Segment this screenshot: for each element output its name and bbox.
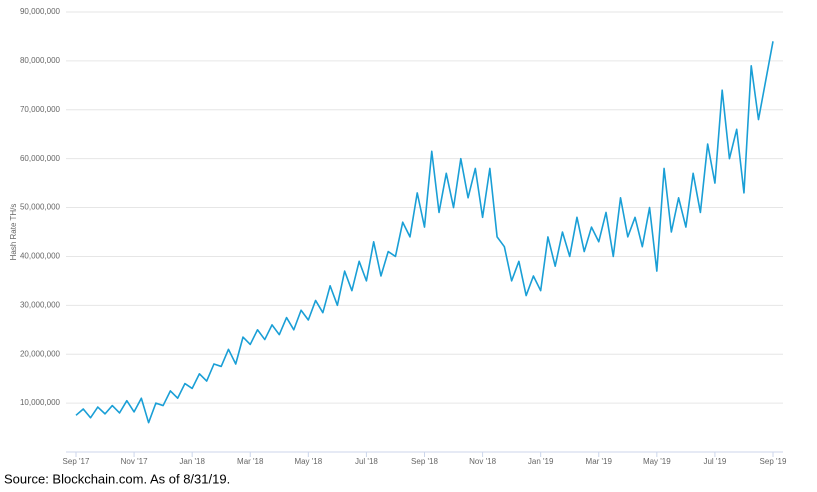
- y-tick-label: 30,000,000: [20, 300, 61, 309]
- x-tick-label: Jul '19: [703, 457, 726, 466]
- x-tick-label: Nov '17: [121, 457, 148, 466]
- x-tick-label: May '18: [294, 457, 322, 466]
- y-tick-label: 20,000,000: [20, 349, 61, 358]
- source-note: Source: Blockchain.com. As of 8/31/19.: [4, 471, 230, 486]
- x-tick-label: May '19: [643, 457, 671, 466]
- y-axis-label: Hash Rate TH/s: [9, 204, 18, 261]
- x-tick-label: Jan '19: [528, 457, 554, 466]
- y-tick-label: 60,000,000: [20, 154, 61, 163]
- y-tick-label: 80,000,000: [20, 56, 61, 65]
- data-line: [75, 41, 774, 424]
- y-tick-label: 10,000,000: [20, 398, 61, 407]
- x-tick-label: Nov '18: [469, 457, 496, 466]
- y-tick-label: 50,000,000: [20, 203, 61, 212]
- x-tick-label: Jan '18: [179, 457, 205, 466]
- y-tick-label: 70,000,000: [20, 105, 61, 114]
- x-tick-label: Jul '18: [355, 457, 378, 466]
- y-tick-label: 90,000,000: [20, 7, 61, 16]
- x-tick-label: Sep '18: [411, 457, 438, 466]
- y-tick-label: 40,000,000: [20, 252, 61, 261]
- x-tick-label: Mar '18: [237, 457, 264, 466]
- x-tick-label: Sep '17: [63, 457, 90, 466]
- x-tick-label: Mar '19: [586, 457, 613, 466]
- x-tick-label: Sep '19: [760, 457, 787, 466]
